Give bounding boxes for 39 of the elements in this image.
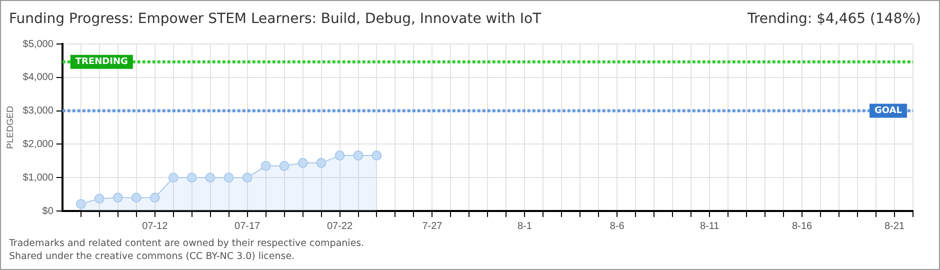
y-tick-label: $2,000: [22, 138, 54, 150]
ref-line-label: GOAL: [874, 106, 902, 116]
point: [205, 172, 216, 183]
text: Trademarks and related content are owned by their respective companies.: [9, 238, 364, 249]
point: [242, 172, 252, 183]
point: [279, 160, 290, 171]
x-tick-label: 07-12: [142, 220, 168, 232]
y-axis-title: PLEDGED: [4, 105, 15, 150]
point: [150, 192, 160, 203]
y-tick-label: $5,000: [22, 38, 54, 50]
y-tick-label: $1,000: [22, 172, 54, 184]
point: [224, 172, 234, 183]
point: [168, 172, 178, 183]
ref-line-label: TRENDING: [75, 57, 128, 68]
text: Shared under the creative commons (CC BY-NC 3.0) license.: [9, 251, 295, 262]
point: [260, 160, 271, 171]
point: [112, 192, 123, 203]
x-tick-label: 8-21: [884, 220, 905, 232]
point: [316, 158, 326, 168]
x-tick-label: 07-17: [234, 220, 261, 232]
x-tick-label: 8-11: [700, 220, 720, 232]
point: [298, 158, 308, 168]
x-tick-label: 7-27: [422, 220, 443, 232]
x-tick-label: 8-16: [792, 220, 812, 232]
y-tick-label: $3,000: [22, 106, 54, 117]
point: [334, 150, 345, 161]
x-tick-label: 8-6: [610, 220, 625, 232]
chart-title: Funding Progress: Empower STEM Learners: Build, Debug, Innovate with IoT: [9, 11, 542, 27]
point: [372, 150, 382, 161]
point: [94, 194, 104, 204]
y-tick-label: $4,000: [22, 72, 54, 84]
y-tick-label: $0: [42, 206, 54, 217]
point: [76, 198, 86, 209]
point: [353, 150, 364, 161]
point: [131, 192, 142, 203]
point: [186, 172, 197, 183]
x-tick-label: 07-22: [326, 220, 353, 232]
x-tick-label: 8-1: [517, 220, 532, 232]
text: Trending: $4,465 (148%): [747, 11, 921, 27]
